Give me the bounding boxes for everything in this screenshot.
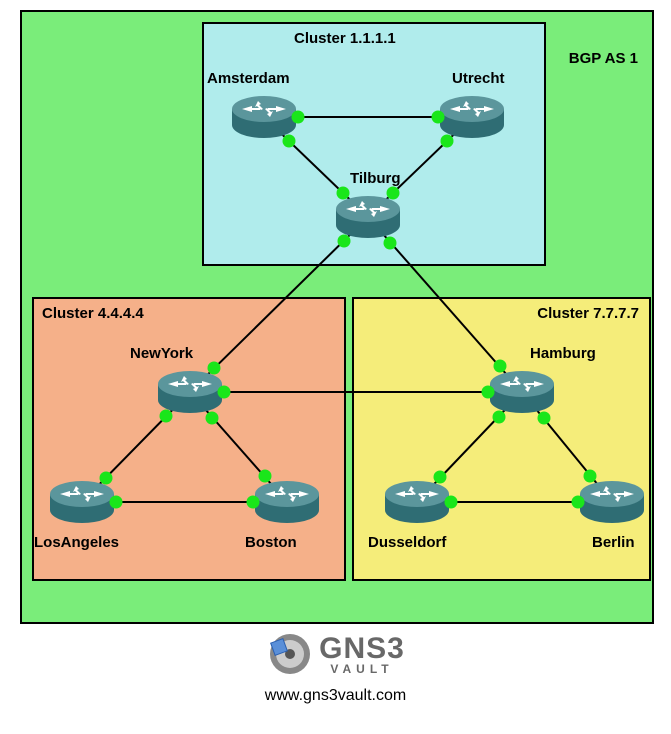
- link-port: [337, 187, 350, 200]
- gns3-disc-icon: [266, 630, 314, 678]
- link-port: [492, 410, 505, 423]
- link-port: [110, 496, 123, 509]
- link-port: [247, 496, 260, 509]
- router-losangeles: [48, 480, 116, 524]
- footer: GNS3 VAULT www.gns3vault.com: [0, 630, 671, 705]
- logo-text: GNS3 VAULT: [319, 632, 405, 676]
- link-port: [258, 470, 271, 483]
- logo-line1: GNS3: [319, 632, 405, 666]
- router-berlin: [578, 480, 646, 524]
- logo: GNS3 VAULT: [266, 630, 405, 678]
- router-tilburg: [334, 195, 402, 239]
- url-text: www.gns3vault.com: [0, 687, 671, 705]
- link-port: [441, 134, 454, 147]
- link-port: [584, 469, 597, 482]
- link-port: [537, 412, 550, 425]
- router-newyork: [156, 370, 224, 414]
- diagram-canvas: BGP AS 1 Cluster 1.1.1.1 Cluster 4.4.4.4…: [0, 0, 671, 734]
- link-port: [572, 496, 585, 509]
- router-dusseldorf: [383, 480, 451, 524]
- link-port: [434, 471, 447, 484]
- link-port: [282, 134, 295, 147]
- link-port: [160, 410, 173, 423]
- link-port: [218, 386, 231, 399]
- link-port: [445, 496, 458, 509]
- router-amsterdam: [230, 95, 298, 139]
- link-port: [337, 234, 350, 247]
- router-hamburg: [488, 370, 556, 414]
- link-port: [292, 111, 305, 124]
- link-port: [99, 471, 112, 484]
- link-port: [482, 386, 495, 399]
- logo-line2: VAULT: [319, 662, 405, 676]
- link-port: [206, 411, 219, 424]
- link-port: [208, 362, 221, 375]
- link-port: [384, 236, 397, 249]
- link-layer: [22, 12, 652, 622]
- link-port: [493, 360, 506, 373]
- router-boston: [253, 480, 321, 524]
- link-port: [432, 111, 445, 124]
- router-utrecht: [438, 95, 506, 139]
- link-port: [386, 187, 399, 200]
- bgp-as-container: BGP AS 1 Cluster 1.1.1.1 Cluster 4.4.4.4…: [20, 10, 654, 624]
